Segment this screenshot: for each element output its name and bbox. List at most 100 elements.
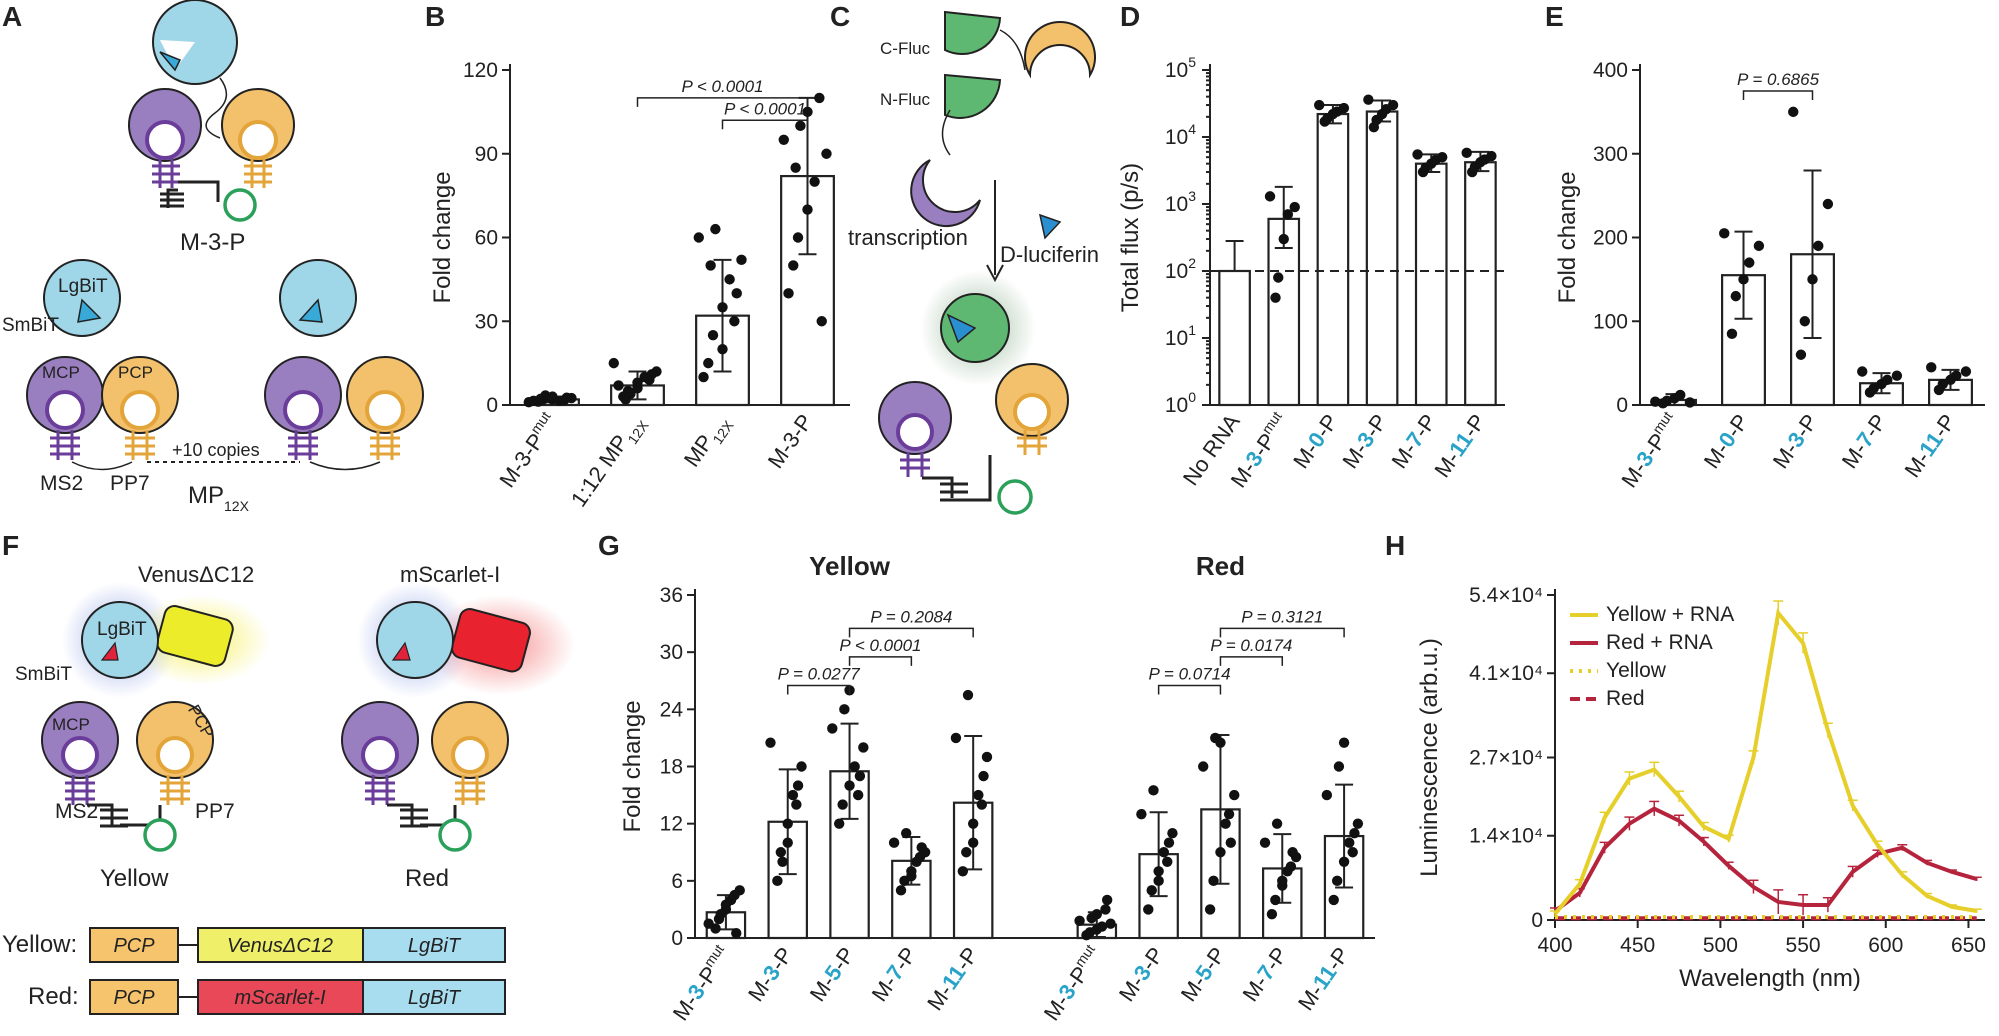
category-label: M-5-P [805, 943, 860, 1006]
bar [1365, 110, 1399, 407]
data-point [795, 120, 806, 132]
data-point [613, 380, 624, 391]
rna-loop-icon [223, 188, 257, 222]
ms2-red-stem-icon [365, 775, 395, 805]
x-tick-label: 650 [1951, 934, 1986, 957]
y-tick-label: 300 [1593, 143, 1628, 166]
data-point [1146, 885, 1157, 896]
data-point [1162, 856, 1173, 867]
data-point [1738, 274, 1749, 285]
lgbit-f-label: LgBiT [97, 619, 147, 640]
data-point [717, 343, 728, 355]
data-point [962, 689, 974, 701]
category-label: M-3-P [1337, 410, 1392, 473]
data-point [950, 732, 962, 744]
p-value-label: P = 0.0277 [778, 665, 861, 684]
bar [1464, 161, 1497, 407]
data-point [1352, 818, 1364, 829]
data-point [1074, 915, 1085, 927]
copies-label: +10 copies [172, 440, 260, 460]
data-point [561, 392, 572, 403]
data-point [782, 818, 793, 829]
data-point [1338, 737, 1350, 748]
data-point [790, 162, 801, 173]
data-point [833, 818, 845, 829]
rna-c-stem-icon [940, 482, 968, 502]
ms2-red-loop-icon [361, 736, 399, 774]
data-point [961, 847, 972, 858]
data-point [1143, 904, 1154, 915]
y-tick-label: 0 [1531, 909, 1543, 932]
y-tick-label: 400 [1593, 59, 1628, 82]
data-point [1960, 366, 1972, 377]
chart-e: 0 100 200 300 400 Fold change M-3-Pmut M-0-P M-3… [1554, 59, 1985, 492]
y-tick-label: 30 [660, 641, 683, 664]
category-label: M-11-P [1899, 410, 1960, 482]
fusion-yellow-seg-3-label: LgBiT [408, 935, 462, 957]
data-point [1096, 921, 1108, 932]
data-point [1100, 904, 1111, 915]
category-label: M-3-P [743, 943, 798, 1006]
venus-barrel-icon [156, 605, 234, 667]
data-point [1313, 99, 1325, 111]
category-label-part-0: 1:12 MP [566, 430, 633, 511]
data-point [1868, 383, 1879, 394]
p-value-label: P = 0.6865 [1737, 70, 1820, 89]
lgbit-label: LgBiT [58, 276, 108, 297]
data-point [1278, 233, 1289, 245]
data-point [1158, 847, 1170, 858]
category-label: M-3-Pmut [1615, 408, 1685, 492]
panel-label-c: C [830, 1, 850, 32]
data-point [1726, 328, 1738, 340]
category-label: 1:12 MP12X [566, 409, 652, 514]
category-label-part-0: M-3-P [763, 410, 818, 473]
tick-exponent: 2 [1188, 255, 1196, 271]
fusion-red-seg-3-label: LgBiT [408, 987, 462, 1009]
data-point [720, 899, 732, 910]
panel-label-d: D [1120, 1, 1140, 32]
series-line [1553, 806, 1978, 913]
x-tick-label: 600 [1868, 934, 1903, 957]
red-construct-label: Red [405, 865, 449, 892]
data-point [1338, 102, 1350, 114]
y-axis-title: Luminescence (arb.u.) [1416, 638, 1443, 877]
y-tick-label: 6 [671, 870, 683, 893]
rna-f-stem-icon [100, 808, 128, 828]
data-point [787, 789, 799, 801]
linker-c2-icon [941, 109, 951, 156]
data-point [608, 357, 619, 369]
bar [1316, 112, 1350, 407]
data-point [900, 827, 912, 839]
data-point [1684, 397, 1696, 408]
data-point [1198, 761, 1209, 772]
bar [1721, 274, 1766, 407]
data-point [693, 232, 704, 243]
panel-c: C C-Fluc N-Fluc transcription D-luciferi… [830, 1, 1099, 515]
data-point [1271, 818, 1283, 829]
fusion-red-seg-3 [362, 979, 506, 1015]
pp7-c-stem-icon [1017, 430, 1047, 455]
data-point [782, 837, 793, 848]
y-tick-label: 120 [463, 59, 498, 82]
significance-bracket [848, 656, 913, 666]
data-point [791, 799, 802, 810]
scarlet-barrel-icon [450, 608, 531, 673]
data-point [729, 889, 740, 901]
x-tick-label: 500 [1703, 934, 1738, 957]
data-point [852, 789, 864, 801]
data-point [967, 818, 979, 829]
pp7-right-stem-icon [370, 430, 400, 460]
category-label: M-3-P [1114, 943, 1169, 1006]
ms2-label: MS2 [40, 472, 83, 495]
data-point [1349, 827, 1360, 839]
y-tick-label: 4.1×10⁴ [1469, 662, 1543, 685]
tick-base: 10 [1165, 193, 1188, 216]
series-line [1553, 608, 1978, 916]
data-point [1277, 875, 1288, 887]
significance-bracket [1219, 656, 1284, 666]
ms2-bottom-stem-icon [50, 430, 80, 460]
data-point [1799, 316, 1810, 327]
y-tick-label: 90 [475, 143, 498, 166]
data-point [705, 260, 716, 271]
data-point [914, 851, 926, 863]
